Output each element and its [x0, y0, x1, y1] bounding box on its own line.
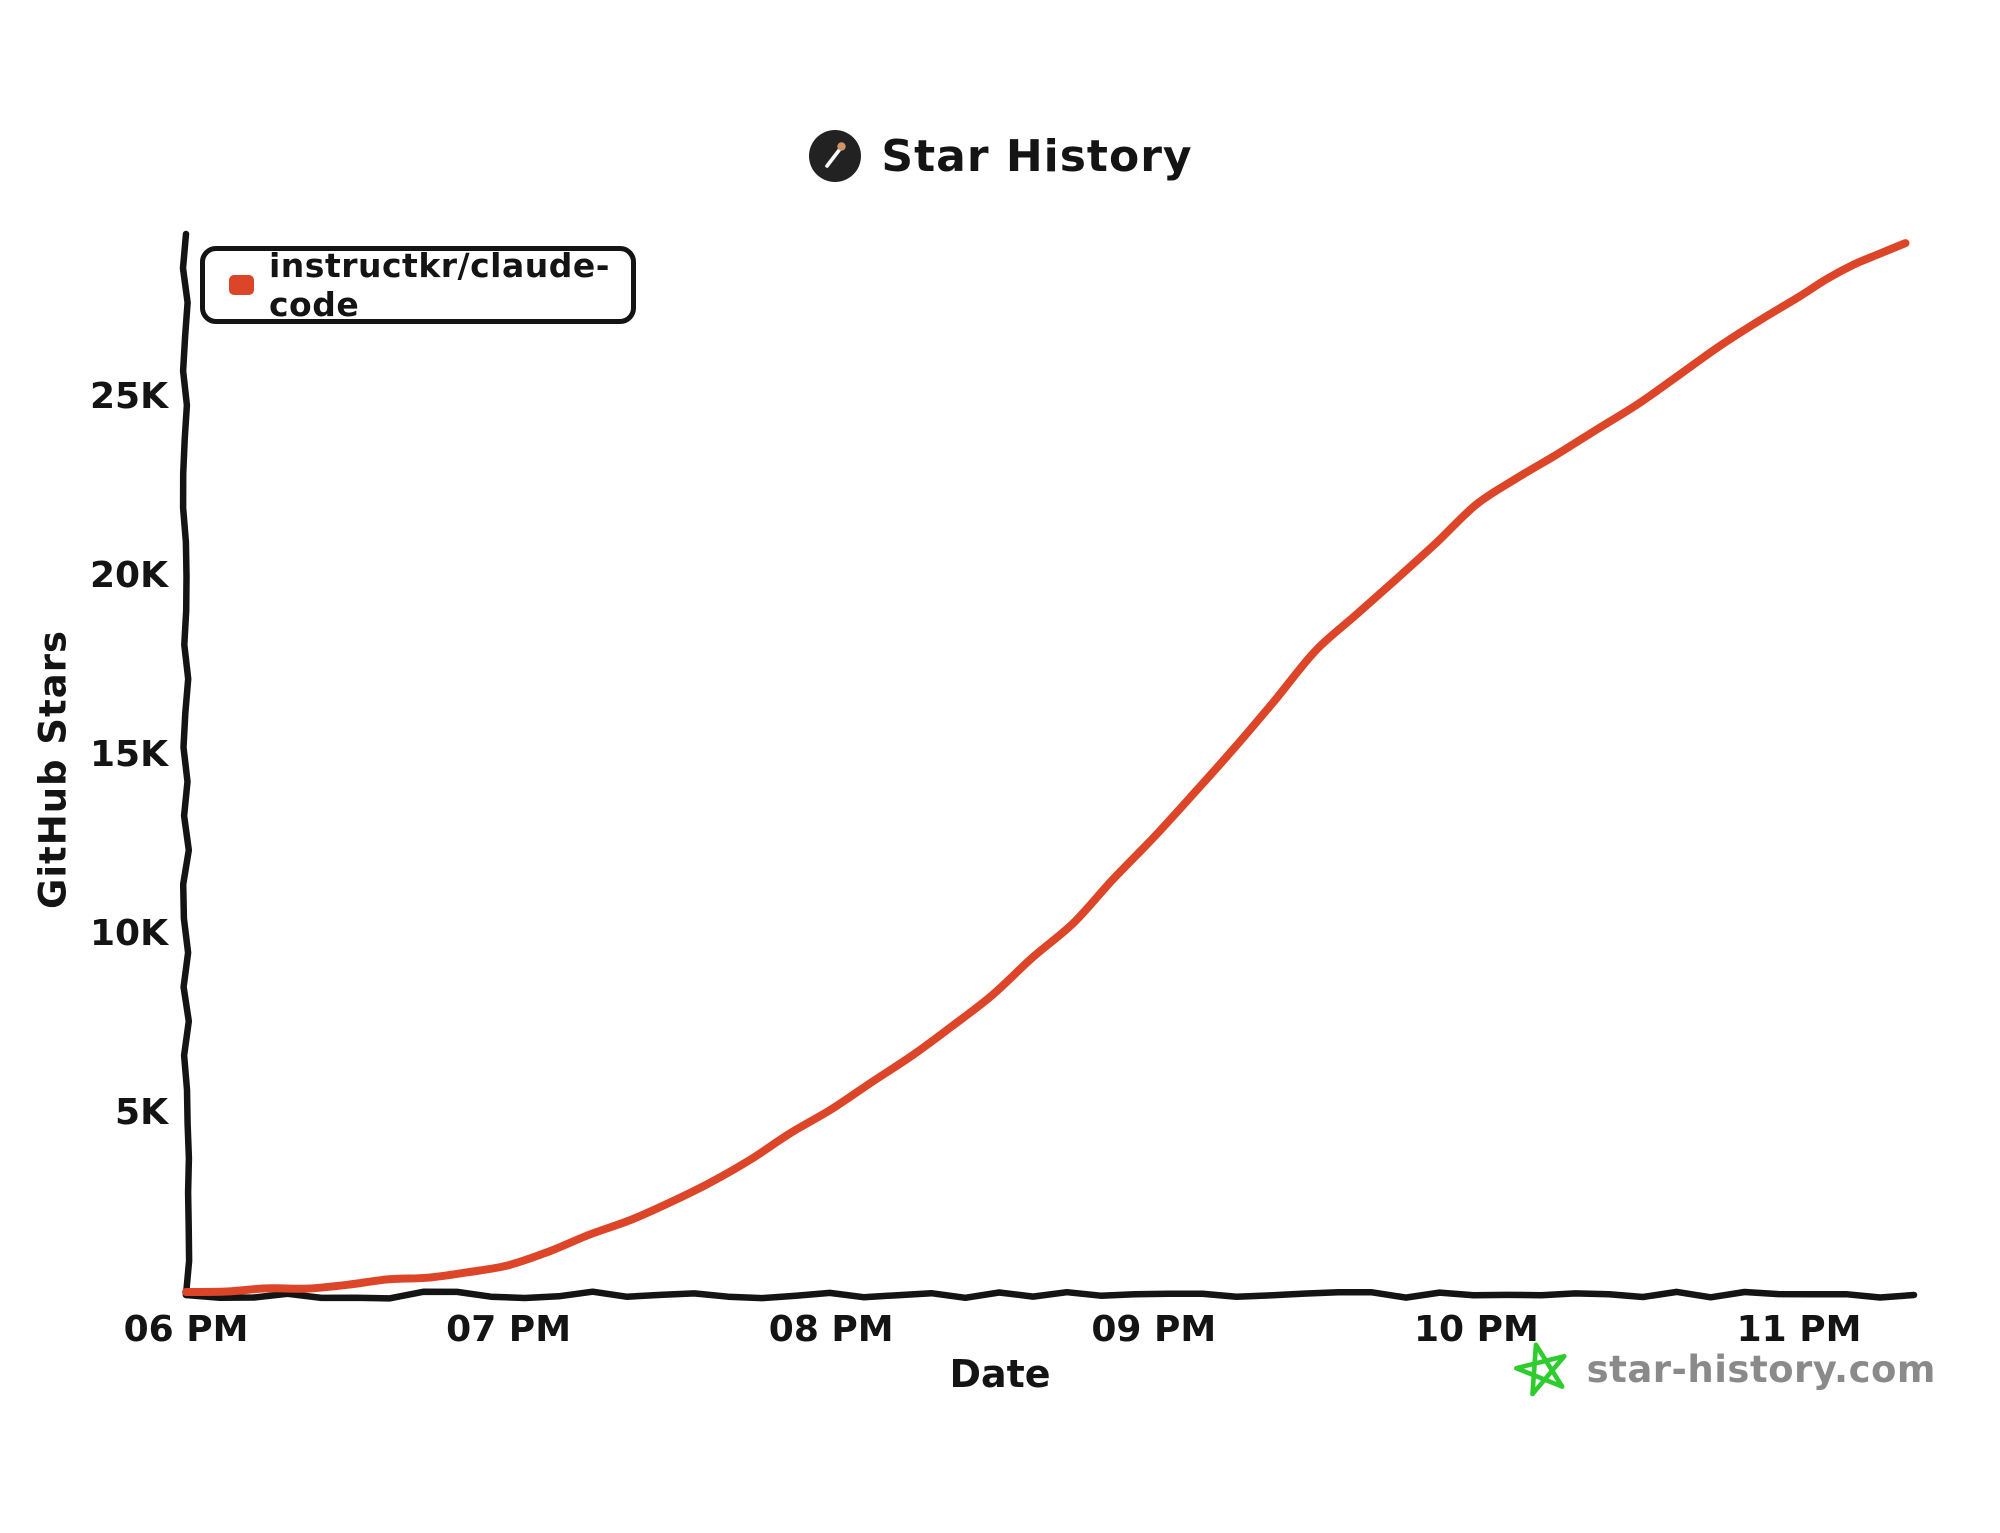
star-history-logo-icon	[809, 130, 862, 182]
series-line	[182, 239, 1910, 1296]
x-tick-label: 06 PM	[123, 1309, 249, 1350]
x-tick-label: 10 PM	[1413, 1309, 1539, 1350]
chart-title-row: Star History	[0, 128, 2000, 184]
x-tick-label: 09 PM	[1091, 1309, 1217, 1350]
legend-marker	[229, 275, 254, 295]
y-axis-line	[179, 230, 193, 1299]
star-icon	[1513, 1342, 1567, 1397]
x-tick-label: 08 PM	[768, 1309, 894, 1350]
star-icon-path	[1513, 1342, 1567, 1397]
watermark-link[interactable]: star-history.com	[1513, 1340, 1936, 1398]
page-title: Star History	[881, 130, 1193, 182]
x-axis-title: Date	[949, 1352, 1051, 1396]
x-tick-label: 11 PM	[1736, 1309, 1862, 1350]
y-tick-label: 10K	[90, 913, 168, 954]
watermark-label: star-history.com	[1586, 1347, 1936, 1391]
y-tick-label: 25K	[90, 376, 168, 417]
legend-item[interactable]: instructkr/claude-code	[200, 246, 636, 324]
x-tick-label: 07 PM	[446, 1309, 572, 1350]
y-tick-label: 20K	[90, 555, 168, 596]
y-tick-label: 15K	[90, 734, 168, 775]
legend-label: instructkr/claude-code	[269, 246, 610, 324]
x-axis-line	[182, 1288, 1918, 1302]
y-tick-label: 5K	[115, 1092, 168, 1133]
